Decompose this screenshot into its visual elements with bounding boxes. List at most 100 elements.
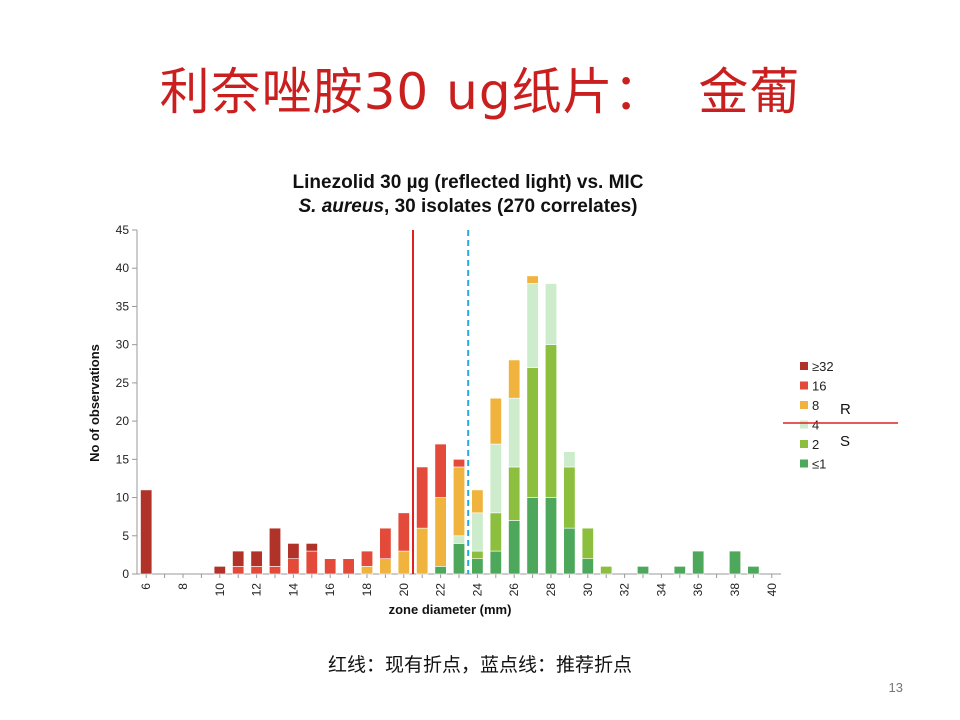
r-label: R (840, 401, 851, 418)
chart-title-organism: S. aureus (298, 196, 384, 217)
x-tick-label: 26 (507, 583, 521, 597)
bar-series (140, 275, 760, 575)
y-tick-label: 5 (122, 529, 129, 543)
x-tick-label: 22 (434, 583, 448, 597)
bar-segment (636, 566, 650, 575)
x-tick-label: 36 (691, 583, 705, 597)
bar-segment (360, 566, 374, 575)
s-label: S (840, 433, 850, 450)
bar-segment (728, 550, 742, 575)
bar-segment (526, 283, 539, 368)
y-tick-label: 25 (116, 376, 130, 390)
bar-segment (452, 459, 466, 468)
bar-segment (692, 550, 705, 575)
bar-segment (508, 397, 521, 468)
bar-segment (526, 275, 539, 284)
x-tick-label: 12 (250, 583, 264, 597)
bar-segment (489, 550, 502, 575)
x-tick-label: 8 (176, 583, 190, 590)
x-axis-label: zone diameter (mm) (389, 602, 512, 617)
breakpoint-lines (412, 230, 470, 574)
x-axis: 6 8 10 12 14 16 18 20 22 24 26 28 30 32 34 36 38 40 (137, 573, 781, 597)
y-tick-label: 40 (116, 261, 130, 275)
x-tick-label: 14 (286, 583, 300, 597)
bar-segment (508, 520, 521, 575)
y-tick-label: 35 (116, 299, 130, 313)
y-axis-label: No of observations (87, 344, 102, 462)
legend-swatch (800, 459, 808, 468)
legend-swatch (800, 381, 808, 390)
x-tick-label: 16 (323, 583, 337, 597)
bar-segment (471, 512, 484, 552)
bar-segment (452, 466, 466, 537)
bar-segment (563, 466, 576, 529)
bar-segment (416, 527, 429, 575)
bar-segment (544, 497, 558, 575)
x-tick-label: 6 (139, 583, 153, 590)
bar-segment (232, 550, 245, 567)
legend-label: 2 (812, 437, 819, 452)
x-tick-label: 24 (470, 583, 484, 597)
bar-segment (544, 344, 558, 498)
bar-segment (250, 550, 263, 567)
x-tick-label: 30 (581, 583, 595, 597)
x-tick-label: 18 (360, 583, 374, 597)
bar-segment (581, 558, 594, 575)
bar-segment (287, 558, 300, 575)
y-tick-label: 45 (116, 223, 130, 237)
bar-segment (342, 558, 355, 575)
slide-caption: 红线：现有折点，蓝点线：推荐折点 (327, 654, 632, 676)
bar-segment (379, 527, 392, 560)
legend-label: 4 (812, 418, 819, 433)
bar-segment (434, 497, 447, 567)
bar-segment (452, 543, 466, 575)
bar-segment (508, 466, 521, 521)
bar-segment (600, 566, 613, 575)
bar-segment (232, 566, 245, 575)
bar-segment (268, 566, 282, 575)
x-tick-label: 10 (213, 583, 227, 597)
bar-segment (379, 558, 392, 575)
bar-segment (471, 550, 484, 560)
bar-segment (673, 566, 686, 575)
bar-segment (434, 443, 447, 498)
bar-segment (471, 489, 484, 514)
x-tick-label: 32 (618, 583, 632, 597)
x-tick-label: 40 (765, 583, 779, 597)
legend-label: ≥32 (812, 359, 834, 374)
y-tick-label: 15 (116, 452, 130, 466)
bar-segment (416, 466, 429, 529)
bar-segment (268, 527, 282, 567)
y-tick-label: 0 (122, 567, 129, 581)
bar-segment (287, 543, 300, 560)
y-tick-label: 30 (116, 338, 130, 352)
bar-segment (324, 558, 337, 575)
chart-title-line1: Linezolid 30 µg (reflected light) vs. MI… (293, 172, 644, 193)
legend-label: 8 (812, 398, 819, 413)
legend-label: ≤1 (812, 457, 826, 472)
bar-segment (563, 451, 576, 468)
bar-segment (434, 566, 447, 575)
bar-segment (747, 566, 760, 575)
page-number: 13 (888, 680, 903, 695)
x-tick-label: 28 (544, 583, 558, 597)
bar-segment (581, 527, 594, 560)
bar-segment (213, 566, 226, 575)
bar-segment (452, 535, 466, 544)
slide-title: 利奈唑胺30 ug纸片： 金葡 (159, 63, 801, 121)
bar-segment (489, 443, 502, 514)
bar-segment (397, 550, 410, 575)
legend-swatch (800, 362, 808, 370)
bar-segment (526, 497, 539, 575)
bar-segment (397, 512, 410, 552)
bar-segment (140, 489, 153, 575)
bar-segment (489, 397, 502, 445)
x-tick-label: 20 (397, 583, 411, 597)
bar-segment (250, 566, 263, 575)
bar-segment (489, 512, 502, 552)
x-tick-label: 34 (654, 583, 668, 597)
bar-segment (471, 558, 484, 575)
chart-title-isolates: , 30 isolates (270 correlates) (384, 196, 637, 217)
legend-label: 16 (812, 379, 826, 394)
legend-swatch (800, 401, 808, 409)
